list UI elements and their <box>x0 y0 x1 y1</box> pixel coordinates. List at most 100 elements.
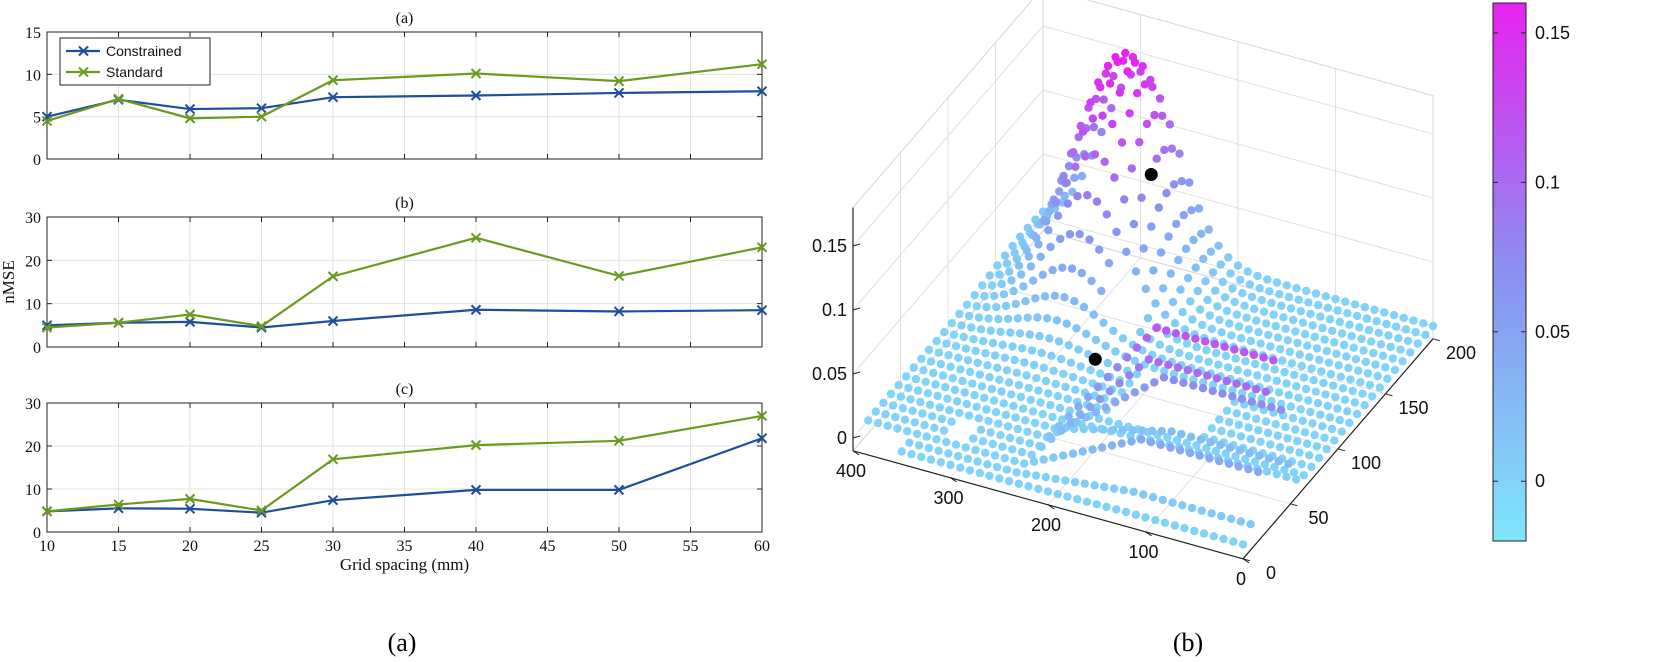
scatter-point <box>1201 337 1210 346</box>
scatter-point <box>982 302 991 312</box>
scatter-point <box>906 395 915 404</box>
scatter-point <box>886 389 896 399</box>
scatter-point <box>1251 384 1261 394</box>
scatter-point <box>991 408 1001 417</box>
y-tick-label: 10 <box>25 297 41 314</box>
scatter-point <box>1267 298 1276 308</box>
scatter-point <box>1321 292 1331 301</box>
scatter-point <box>1149 266 1158 275</box>
scatter-point <box>997 279 1006 289</box>
scatter-point <box>937 414 947 424</box>
scatter-point <box>1243 267 1253 276</box>
scatter-point <box>1297 459 1306 469</box>
scatter-point <box>965 367 975 377</box>
scatter-point <box>926 357 936 366</box>
scatter-point <box>1318 422 1327 431</box>
scatter-point <box>1266 342 1275 351</box>
scatter-point <box>1089 122 1099 132</box>
scatter-point <box>1350 300 1360 309</box>
scatter-point <box>1261 387 1271 396</box>
scatter-point <box>1363 369 1373 378</box>
scatter-point <box>1051 474 1060 484</box>
scatter-point <box>1073 495 1082 504</box>
scatter-point <box>950 385 960 395</box>
scatter-point <box>1186 297 1195 306</box>
scatter-point <box>1306 407 1315 417</box>
scatter-point <box>1207 324 1217 334</box>
marker-stroke <box>184 493 196 505</box>
scatter-point <box>1068 372 1078 382</box>
scatter-point <box>1065 230 1075 239</box>
data-point-marker <box>256 505 267 516</box>
scatter-point <box>1306 309 1315 319</box>
scatter-point <box>1108 119 1117 129</box>
legend-marker <box>78 45 89 57</box>
scatter-point <box>1234 462 1243 471</box>
data-point-marker <box>256 111 267 122</box>
scatter-point <box>1163 433 1172 442</box>
scatter-point <box>1308 419 1317 428</box>
scatter-point <box>998 442 1007 451</box>
legend-marker <box>78 66 89 78</box>
scatter-point <box>1013 424 1022 434</box>
marker-stroke <box>470 304 482 315</box>
z-tick-label: 0 <box>837 428 847 448</box>
scatter-point <box>1282 379 1291 388</box>
scatter-point <box>1042 217 1051 226</box>
scatter-point <box>1097 127 1106 137</box>
data-point-marker <box>756 242 768 253</box>
scatter-point <box>1062 319 1071 328</box>
z-tick-label: 0.05 <box>812 364 847 384</box>
scatter-point <box>1222 376 1232 386</box>
scatter-point <box>1112 227 1121 237</box>
scatter-point <box>1390 365 1400 375</box>
scatter-point <box>1308 321 1317 330</box>
scatter-point <box>1112 505 1121 514</box>
series-line-0 <box>46 437 763 514</box>
scatter-point <box>1281 422 1290 432</box>
scatter-point <box>1077 171 1087 181</box>
scatter-point <box>1269 356 1278 365</box>
scatter-point <box>1082 497 1092 506</box>
figure-labels: (a) (b) <box>388 628 1204 657</box>
scatter-point <box>1101 69 1111 78</box>
scatter-point <box>1069 148 1078 157</box>
scatter-point <box>1155 340 1165 349</box>
scatter-point <box>1076 362 1085 371</box>
legend: Constrained Standard <box>59 37 211 86</box>
scatter-point <box>1152 323 1161 333</box>
scatter-point <box>1123 67 1132 76</box>
scatter-point <box>1058 415 1067 424</box>
scatter-point <box>1300 330 1310 339</box>
scatter-point <box>1102 502 1111 512</box>
scatter-point <box>1293 436 1302 446</box>
scatter-point <box>939 426 949 435</box>
data-point-marker <box>470 232 482 244</box>
scatter-point <box>963 454 973 464</box>
scatter-point <box>1034 484 1043 494</box>
scatter-point <box>1150 378 1159 387</box>
scatter-point <box>1167 427 1176 436</box>
scatter-point <box>1313 399 1323 408</box>
scatter-point <box>1127 437 1136 446</box>
scatter-point <box>1281 324 1290 333</box>
scatter-point <box>1259 307 1269 316</box>
scatter-point <box>998 340 1007 349</box>
scatter-point <box>1028 407 1038 416</box>
colorbar-tick-label: 0 <box>1535 471 1545 491</box>
scatter-point <box>1138 426 1147 435</box>
scatter-point <box>1340 395 1350 404</box>
scatter-point <box>1332 349 1341 358</box>
scatter-point <box>1314 300 1323 310</box>
scatter-point <box>1254 328 1263 337</box>
scatter-point <box>1245 280 1255 289</box>
scatter-point <box>871 407 880 416</box>
scatter-point <box>1264 454 1274 463</box>
scatter-point <box>1365 380 1375 390</box>
scatter-point <box>1113 363 1122 372</box>
scatter-point <box>1270 462 1279 472</box>
scatter-point <box>1058 263 1067 272</box>
scatter-point <box>1305 451 1314 460</box>
scatter-point <box>1146 438 1156 447</box>
scatter-point <box>1098 111 1107 120</box>
